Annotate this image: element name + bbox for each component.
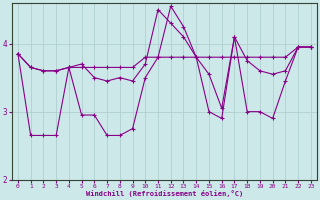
X-axis label: Windchill (Refroidissement éolien,°C): Windchill (Refroidissement éolien,°C) — [86, 190, 243, 197]
